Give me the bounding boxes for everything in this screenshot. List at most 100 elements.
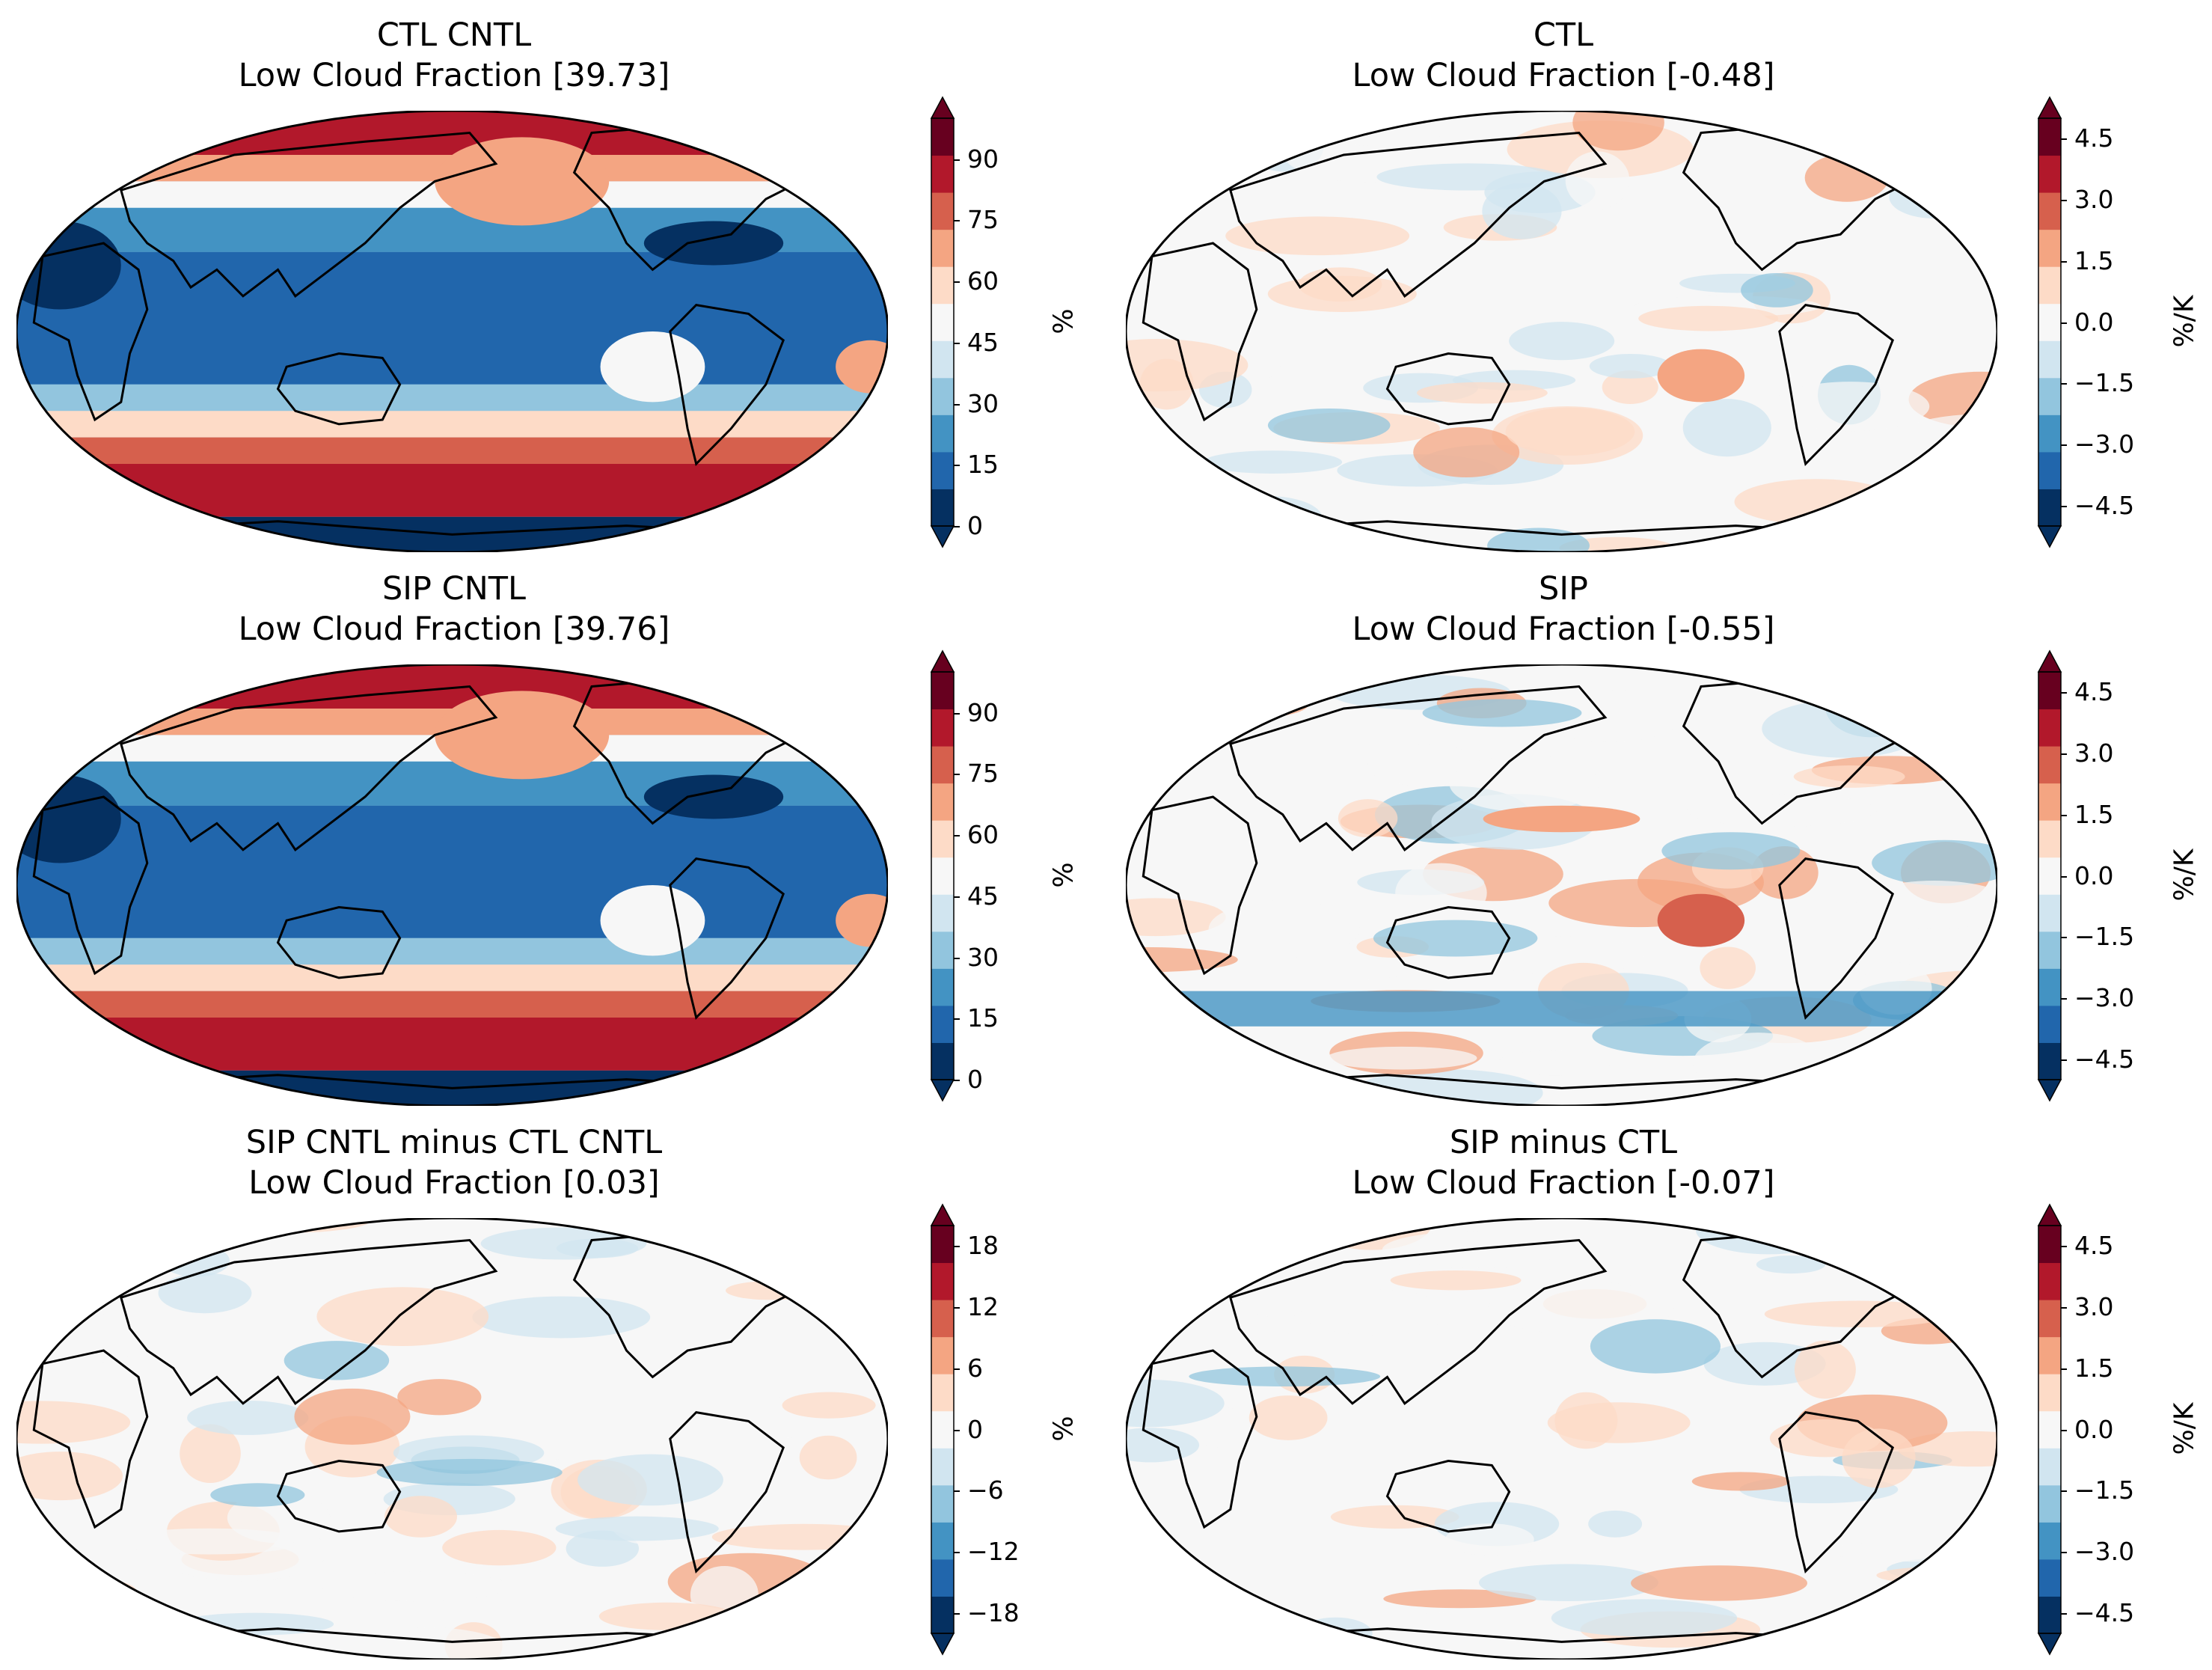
colorbar-tick-mark <box>2061 1368 2067 1370</box>
colorbar-tick-label: −3.0 <box>2074 983 2135 1012</box>
coastline-africa <box>1142 1349 1258 1529</box>
colorbar-segment <box>2038 229 2061 267</box>
colorbar-segment <box>931 1559 954 1597</box>
colorbar-segment <box>2038 968 2061 1006</box>
coastline-south-america <box>669 303 785 466</box>
colorbar-segment <box>2038 1226 2061 1264</box>
colorbar-tick-label: 75 <box>967 205 999 235</box>
coastline-africa <box>32 242 149 422</box>
colorbar-extend-bottom <box>2037 1079 2062 1102</box>
colorbar-tick-label: −1.5 <box>2074 1475 2135 1505</box>
colorbar-extend-bottom <box>930 1079 955 1102</box>
map-frame <box>1126 1218 1997 1660</box>
colorbar-tick-mark <box>954 342 960 344</box>
colorbar-segment <box>2038 1042 2061 1080</box>
colorbar-tick-mark <box>2061 875 2067 878</box>
colorbar-segment <box>2038 1374 2061 1412</box>
coastline-australia <box>276 352 402 426</box>
colorbar-tick-mark <box>2061 1552 2067 1553</box>
colorbar-tick-label: −3.0 <box>2074 1537 2135 1566</box>
colorbar-segment <box>931 1005 954 1043</box>
title-line-1: SIP CNTL <box>382 570 526 608</box>
colorbar-segment <box>931 1522 954 1560</box>
colorbar-tick-mark <box>2061 138 2067 141</box>
title-line-2: Low Cloud Fraction [-0.48] <box>1352 57 1775 94</box>
coastline-south-america <box>669 1410 785 1573</box>
coastline-greenland <box>711 1221 803 1264</box>
colorbar-segment <box>931 1410 954 1449</box>
coastline-eurasia <box>119 131 498 298</box>
colorbar-extend-top <box>930 1203 955 1226</box>
colorbar-segment <box>2038 303 2061 341</box>
colorbar-tick-mark <box>2061 260 2067 263</box>
coastline-africa <box>1142 795 1258 976</box>
ctl-cntl-map <box>16 111 888 552</box>
colorbar-tick-label: −4.5 <box>2074 1597 2135 1627</box>
colorbar-tick-label: −3.0 <box>2074 429 2135 459</box>
colorbar-extend-top <box>930 96 955 119</box>
colorbar-tick-mark <box>2061 998 2067 1000</box>
colorbar-tick-mark <box>2061 200 2067 201</box>
map-frame <box>16 1218 888 1660</box>
colorbar-tick-mark <box>954 1080 960 1081</box>
colorbar-tick-label: 1.5 <box>2074 799 2114 829</box>
colorbar-extend-bottom <box>2037 525 2062 548</box>
colorbar-tick-mark <box>954 403 960 406</box>
colorbar-tick-label: 4.5 <box>2074 677 2114 707</box>
colorbar-segment <box>2038 783 2061 821</box>
title-line-1: SIP <box>1539 570 1588 608</box>
colorbar-segment <box>931 894 954 932</box>
coastline-eurasia <box>1228 131 1608 298</box>
colorbar-segment <box>2038 709 2061 747</box>
coastline-australia <box>276 905 402 979</box>
colorbar-tick-mark <box>2061 814 2067 816</box>
colorbar-unit-label: %/K <box>2169 1402 2200 1455</box>
colorbar-tick-mark <box>954 774 960 776</box>
colorbar-tick-mark <box>954 1018 960 1021</box>
colorbar-segment <box>2038 857 2061 895</box>
colorbar-extend-top <box>2037 96 2062 119</box>
colorbar-segment <box>2038 746 2061 784</box>
coastline-australia <box>1385 905 1511 979</box>
map-frame <box>16 111 888 552</box>
colorbar-tick-mark <box>2061 937 2067 939</box>
ctl-colorbar <box>2037 96 2062 548</box>
coastline-south-america <box>1778 303 1895 466</box>
colorbar-tick-mark <box>2061 1429 2067 1431</box>
title-line-2: Low Cloud Fraction [0.03] <box>248 1164 660 1202</box>
coastline-greenland <box>1821 1221 1912 1264</box>
colorbar-segment <box>931 266 954 305</box>
colorbar-tick-label: 4.5 <box>2074 1231 2114 1261</box>
colorbar-tick-mark <box>2061 322 2067 324</box>
colorbar-tick-mark <box>954 896 960 898</box>
colorbar-segment <box>2038 1559 2061 1597</box>
colorbar-segment <box>2038 1522 2061 1560</box>
colorbar-tick-mark <box>954 1612 960 1615</box>
colorbar-tick-label: 4.5 <box>2074 123 2114 153</box>
colorbar-segment <box>931 746 954 784</box>
coastline-australia <box>1385 352 1511 426</box>
coastline-south-america <box>1778 857 1895 1020</box>
ctl-title: CTL Low Cloud Fraction [-0.48] <box>1077 15 2050 96</box>
colorbar-tick-mark <box>954 1552 960 1553</box>
coastline-south-america <box>669 857 785 1020</box>
colorbar-segment <box>2038 894 2061 932</box>
colorbar-tick-label: 0.0 <box>2074 860 2114 890</box>
coastline-eurasia <box>119 685 498 851</box>
colorbar-tick-label: 60 <box>967 820 999 849</box>
colorbar-segment <box>931 155 954 193</box>
colorbar-segment <box>931 1262 954 1300</box>
sip-cntl-minus-ctl-cntl-colorbar <box>930 1203 955 1656</box>
colorbar-segment <box>931 489 954 527</box>
colorbar-tick-label: 45 <box>967 327 999 357</box>
sip-minus-ctl-colorbar <box>2037 1203 2062 1656</box>
title-line-1: CTL <box>1533 16 1594 54</box>
colorbar-tick-mark <box>954 465 960 467</box>
colorbar-segment <box>2038 377 2061 415</box>
colorbar-tick-label: 90 <box>967 144 999 174</box>
colorbar-segment <box>931 709 954 747</box>
colorbar-tick-mark <box>2061 1059 2067 1061</box>
colorbar-tick-label: 12 <box>967 1292 999 1321</box>
colorbar-tick-mark <box>2061 505 2067 507</box>
colorbar-segment <box>931 1300 954 1338</box>
